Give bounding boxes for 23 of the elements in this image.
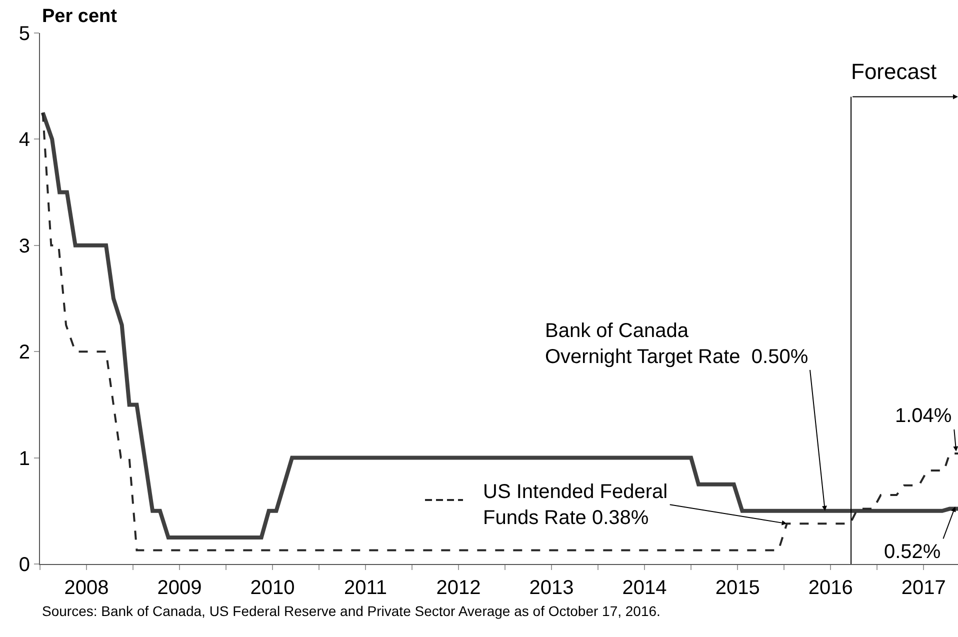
y-tick-label: 3 <box>18 235 30 258</box>
annotation: Bank of Canada Overnight Target Rate 0.50% <box>545 320 808 368</box>
x-tick-label: 2014 <box>622 577 667 599</box>
y-tick-label: 5 <box>18 23 30 45</box>
ref-line-label: Forecast <box>851 59 937 84</box>
x-tick-label: 2009 <box>157 577 202 599</box>
x-tick-label: 2015 <box>715 577 760 599</box>
y-axis-title: Per cent <box>42 6 118 27</box>
y-tick-label: 0 <box>18 554 30 576</box>
x-tick-label: 2013 <box>529 577 574 599</box>
x-tick-label: 2010 <box>250 577 295 599</box>
annotation: US Intended Federal Funds Rate 0.38% <box>483 481 668 529</box>
x-tick-label: 2011 <box>344 577 388 599</box>
x-tick-label: 2016 <box>808 577 853 599</box>
x-tick-label: 2008 <box>64 577 109 599</box>
y-tick-label: 2 <box>18 342 30 364</box>
annotation: 0.52% <box>884 541 941 563</box>
x-tick-label: 2017 <box>901 577 946 599</box>
source-note: Sources: Bank of Canada, US Federal Reserve and Private Sector Average as of October 17, 2016. <box>42 603 660 619</box>
annotation: 1.04% <box>895 405 952 427</box>
y-tick-label: 4 <box>18 129 30 152</box>
x-tick-label: 2012 <box>436 577 481 599</box>
y-tick-label: 1 <box>18 448 30 470</box>
